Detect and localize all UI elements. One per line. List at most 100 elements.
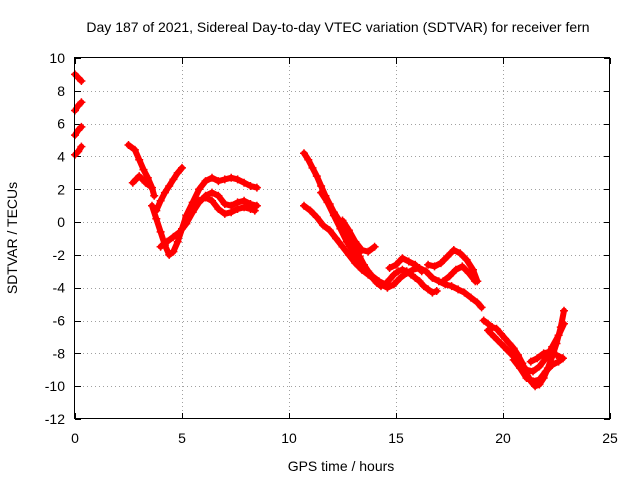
data-point-marker: [529, 367, 537, 376]
data-point-marker: [323, 198, 332, 207]
data-point-marker: [135, 172, 144, 181]
data-point-marker: [220, 209, 229, 218]
data-point-marker: [477, 303, 486, 312]
data-point-marker: [396, 273, 405, 282]
data-point-marker: [300, 149, 308, 158]
data-point-marker: [351, 237, 360, 246]
data-point-marker: [130, 145, 139, 154]
data-point-marker: [74, 147, 83, 156]
data-point-marker: [201, 193, 210, 202]
data-point-marker: [374, 277, 383, 286]
y-tick-label: -12: [45, 411, 65, 427]
data-point-marker: [312, 213, 321, 222]
y-tick-label: 0: [57, 214, 65, 230]
data-point-marker: [128, 178, 137, 187]
data-point-marker: [454, 285, 463, 294]
data-point-marker: [173, 237, 182, 246]
data-point-marker: [419, 282, 428, 291]
data-point-marker: [492, 324, 501, 333]
data-point-marker: [449, 246, 458, 254]
data-point-marker: [389, 280, 398, 289]
data-point-marker: [152, 214, 161, 223]
data-point-marker: [436, 259, 445, 268]
data-series-20: [509, 354, 567, 386]
data-point-marker: [428, 288, 437, 297]
data-point-marker: [415, 277, 424, 286]
data-point-marker: [501, 334, 510, 343]
data-point-marker: [319, 221, 328, 230]
data-point-marker: [392, 260, 400, 269]
data-point-marker: [394, 267, 403, 276]
data-point-marker: [169, 232, 178, 241]
data-series-1: [71, 70, 86, 85]
y-tick-label: -4: [53, 280, 66, 296]
data-point-marker: [439, 277, 448, 286]
x-tick-label: 10: [281, 430, 297, 446]
data-point-marker: [554, 331, 563, 340]
data-series-10: [182, 193, 259, 222]
data-series-band: [301, 202, 485, 311]
data-point-marker: [300, 201, 308, 210]
data-point-marker: [163, 237, 171, 246]
data-point-marker: [227, 208, 236, 217]
data-series-band: [129, 173, 153, 189]
data-point-marker: [458, 262, 467, 271]
data-point-marker: [473, 298, 482, 307]
data-point-marker: [344, 226, 353, 235]
data-point-marker: [389, 270, 398, 279]
data-series-21: [526, 347, 567, 366]
data-point-marker: [456, 249, 465, 258]
data-point-marker: [156, 227, 165, 236]
data-point-marker: [398, 254, 407, 263]
data-point-marker: [490, 333, 499, 341]
x-axis-label: GPS time / hours: [288, 458, 395, 474]
data-point-marker: [411, 273, 420, 282]
data-point-marker: [252, 201, 261, 210]
x-tick-label: 20: [495, 430, 511, 446]
y-tick-label: -2: [53, 247, 66, 263]
data-point-marker: [220, 200, 229, 208]
y-tick-label: 8: [57, 83, 65, 99]
data-point-marker: [77, 142, 86, 151]
data-point-marker: [451, 265, 460, 274]
data-point-marker: [529, 377, 537, 386]
y-tick-label: 4: [57, 148, 65, 164]
data-series-16: [424, 246, 482, 286]
data-point-marker: [240, 178, 249, 187]
data-point-marker: [488, 323, 497, 332]
data-point-marker: [447, 282, 456, 291]
tick-layer: 0 5 10 15 20 25 -12 -10 -8 -6 -4 -2 0 2 4 6 8 10: [45, 50, 618, 446]
data-point-marker: [552, 351, 561, 359]
data-point-marker: [246, 182, 255, 190]
plot-frame: [74, 57, 610, 419]
data-series-3: [71, 122, 86, 140]
data-point-marker: [332, 234, 341, 243]
data-point-marker: [227, 173, 236, 182]
data-series-7: [152, 163, 186, 215]
data-point-marker: [214, 191, 223, 200]
data-point-marker: [560, 306, 568, 315]
data-point-marker: [304, 155, 313, 164]
data-point-marker: [385, 264, 394, 272]
data-series-12: [300, 201, 486, 312]
data-point-marker: [250, 206, 259, 215]
data-series-14: [338, 216, 379, 256]
data-point-marker: [169, 247, 178, 256]
data-point-marker: [417, 267, 426, 276]
data-point-marker: [156, 242, 165, 251]
data-series-2: [71, 98, 86, 115]
data-series-13: [317, 188, 390, 289]
data-series-band: [440, 263, 479, 285]
data-point-marker: [165, 250, 174, 259]
data-point-marker: [355, 257, 364, 266]
data-point-marker: [214, 177, 223, 186]
data-point-marker: [208, 188, 216, 197]
data-point-marker: [430, 262, 439, 271]
data-point-marker: [165, 182, 174, 190]
data-point-marker: [503, 346, 512, 355]
data-point-marker: [546, 347, 555, 356]
data-point-marker: [124, 141, 133, 149]
data-point-marker: [145, 182, 154, 190]
data-point-marker: [139, 165, 148, 174]
data-point-marker: [148, 201, 156, 210]
